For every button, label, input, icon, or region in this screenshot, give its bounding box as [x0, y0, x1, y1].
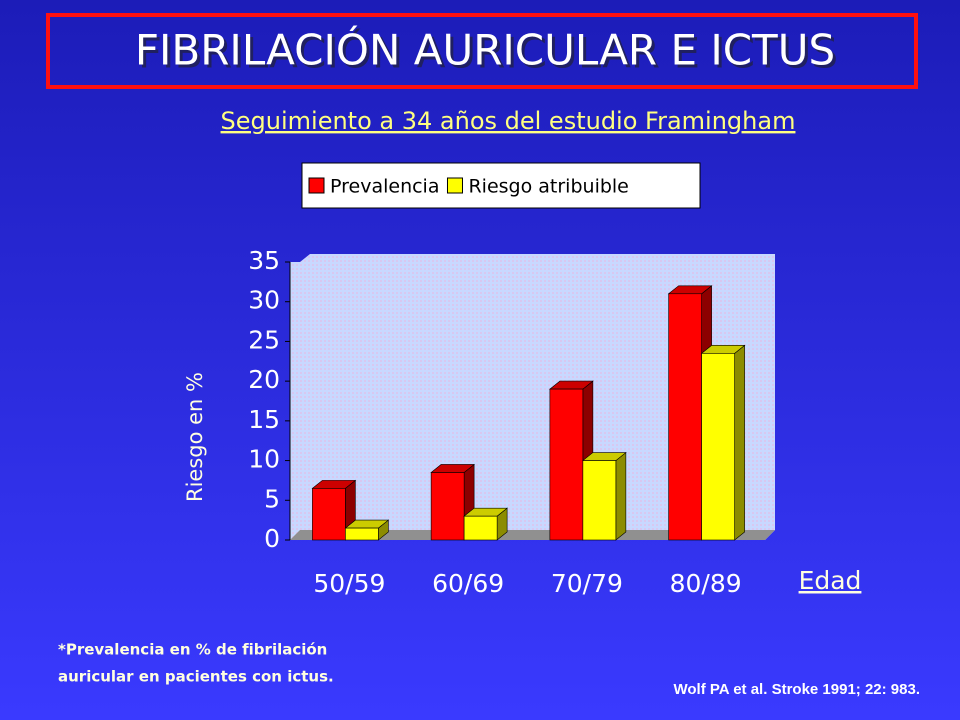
x-tick-label: 70/79: [551, 569, 623, 598]
y-tick-label: 0: [264, 524, 280, 553]
bar: [701, 353, 735, 541]
title-shadow: FIBRILACIÓN AURICULAR E ICTUS: [138, 28, 838, 78]
footnote: auricular en pacientes con ictus.: [58, 668, 334, 686]
citation: Wolf PA et al. Stroke 1991; 22: 983.: [674, 681, 921, 698]
bar: [668, 293, 702, 541]
bar: [582, 460, 617, 541]
y-tick-label: 10: [248, 445, 280, 474]
x-axis-label: Edad: [799, 566, 862, 595]
legend-swatch: [308, 177, 325, 194]
legend-label: Prevalencia: [330, 176, 439, 198]
footnote: *Prevalencia en % de fibrilación: [58, 641, 327, 659]
plot-floor: [290, 530, 775, 540]
plot-wall: [290, 254, 775, 540]
bar: [430, 472, 465, 541]
x-tick-label: 50/59: [313, 569, 385, 598]
title-frame: [46, 13, 918, 89]
x-tick-label: 80/89: [670, 569, 742, 598]
y-tick-label: 5: [264, 484, 280, 513]
y-tick-label: 35: [248, 246, 280, 275]
y-tick-label: 15: [248, 405, 280, 434]
bar: [312, 488, 346, 541]
x-tick-label: 60/69: [432, 569, 504, 598]
bar: [549, 388, 584, 541]
bar-side: [734, 344, 745, 541]
bar: [463, 515, 498, 541]
y-tick-label: 25: [248, 325, 280, 354]
bar: [345, 527, 379, 541]
legend-label: Riesgo atribuible: [468, 176, 628, 198]
chart-title: FIBRILACIÓN AURICULAR E ICTUS: [135, 25, 835, 75]
y-tick-label: 20: [248, 365, 280, 394]
y-axis-label: Riesgo en %: [183, 372, 207, 502]
legend: [301, 162, 701, 209]
legend-swatch: [446, 177, 463, 194]
chart-subtitle: Seguimiento a 34 años del estudio Framin…: [221, 107, 796, 135]
y-tick-label: 30: [248, 286, 280, 315]
bar-side: [615, 451, 627, 541]
